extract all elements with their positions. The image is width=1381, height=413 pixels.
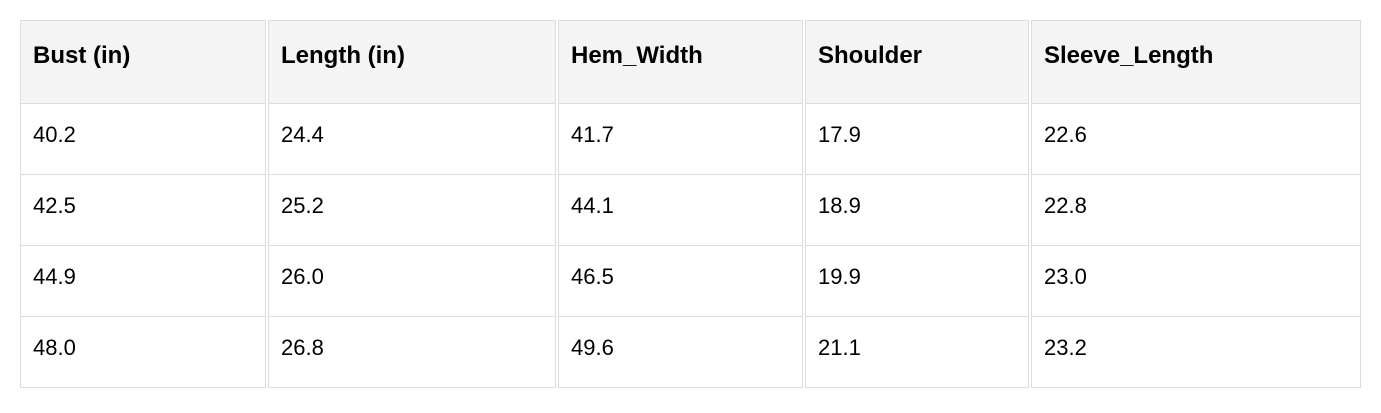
header-bust: Bust (in): [20, 20, 266, 104]
table-cell: 26.8: [268, 317, 556, 388]
header-hem-width: Hem_Width: [558, 20, 803, 104]
table-cell: 23.0: [1031, 246, 1361, 317]
measurements-table: Bust (in) Length (in) Hem_Width Shoulder…: [18, 20, 1363, 388]
table-row: 44.9 26.0 46.5 19.9 23.0: [20, 246, 1361, 317]
table-cell: 22.6: [1031, 104, 1361, 175]
table-cell: 26.0: [268, 246, 556, 317]
table-row: 40.2 24.4 41.7 17.9 22.6: [20, 104, 1361, 175]
table-cell: 46.5: [558, 246, 803, 317]
table-cell: 49.6: [558, 317, 803, 388]
header-row: Bust (in) Length (in) Hem_Width Shoulder…: [20, 20, 1361, 104]
table-cell: 40.2: [20, 104, 266, 175]
header-length: Length (in): [268, 20, 556, 104]
table-cell: 24.4: [268, 104, 556, 175]
table-cell: 44.1: [558, 175, 803, 246]
table-cell: 48.0: [20, 317, 266, 388]
table-cell: 44.9: [20, 246, 266, 317]
header-sleeve-length: Sleeve_Length: [1031, 20, 1361, 104]
table-cell: 25.2: [268, 175, 556, 246]
header-shoulder: Shoulder: [805, 20, 1029, 104]
table-cell: 42.5: [20, 175, 266, 246]
table-cell: 41.7: [558, 104, 803, 175]
table-cell: 21.1: [805, 317, 1029, 388]
table-cell: 23.2: [1031, 317, 1361, 388]
table-cell: 18.9: [805, 175, 1029, 246]
table-cell: 22.8: [1031, 175, 1361, 246]
table-row: 42.5 25.2 44.1 18.9 22.8: [20, 175, 1361, 246]
table-cell: 19.9: [805, 246, 1029, 317]
table-row: 48.0 26.8 49.6 21.1 23.2: [20, 317, 1361, 388]
table-cell: 17.9: [805, 104, 1029, 175]
